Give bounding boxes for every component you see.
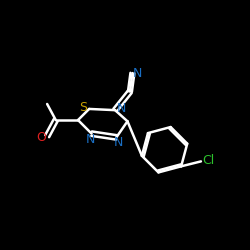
Text: S: S [79,101,87,114]
Text: O: O [37,131,46,144]
Text: N: N [116,102,126,116]
Text: Cl: Cl [202,154,214,167]
Text: N: N [86,132,95,145]
Text: N: N [133,66,142,80]
Text: N: N [114,136,123,149]
